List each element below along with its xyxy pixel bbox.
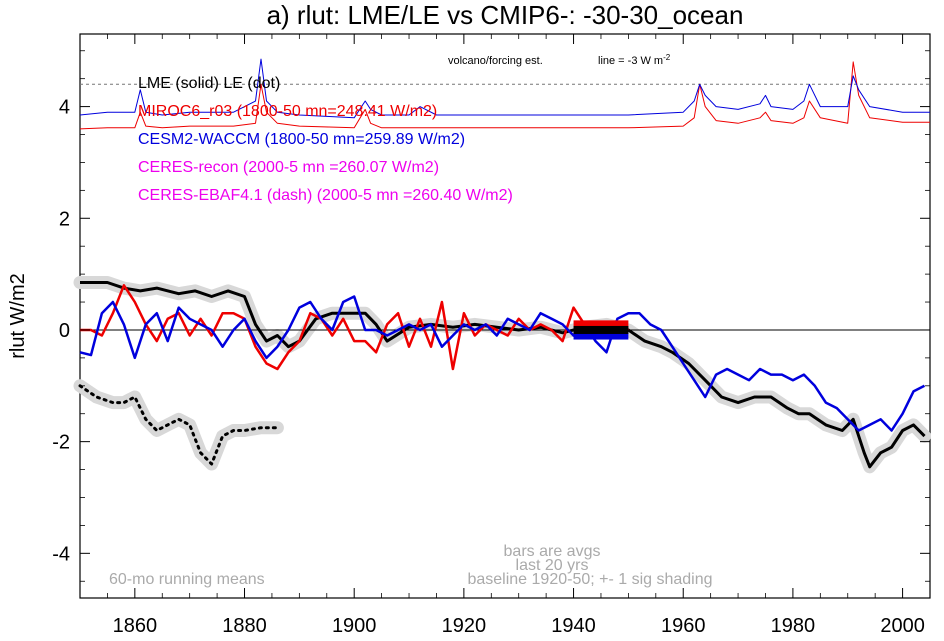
x-tick-label: 1880	[222, 615, 267, 637]
legend-ceres-recon: CERES-recon (2000-5 mn =260.07 W/m2)	[138, 159, 439, 176]
y-axis-label: rlut W/m2	[7, 273, 29, 359]
shading-lme	[73, 276, 931, 474]
line-equation-label: line = -3 W m-2	[598, 53, 671, 67]
baseline-note: baseline 1920-50; +- 1 sig shading	[467, 571, 712, 588]
series-line-cesm_top	[79, 58, 930, 119]
legend-cesm2: CESM2-WACCM (1800-50 mn=259.89 W/m2)	[138, 131, 465, 148]
legend-lme-le: LME (solid) LE (dot)	[138, 75, 280, 92]
x-tick-label: 1920	[442, 615, 487, 637]
plot-frame	[79, 33, 931, 599]
x-tick-label: 1940	[551, 615, 596, 637]
x-tick-label: 2000	[880, 615, 925, 637]
running-mean-note: 60-mo running means	[109, 571, 265, 588]
line-equation-text: line = -3 W m	[598, 55, 663, 67]
x-tick-label: 1960	[661, 615, 706, 637]
y-tick-label: -2	[52, 432, 70, 454]
y-tick-label: 0	[59, 320, 70, 342]
x-tick-label: 1860	[113, 615, 158, 637]
y-tick-label: -4	[52, 543, 70, 565]
avg-bar	[573, 320, 629, 329]
legend-ceres-ebaf: CERES-EBAF4.1 (dash) (2000-5 mn =260.40 …	[138, 187, 513, 204]
avg-bar	[573, 325, 629, 334]
series-line-miroc_top	[79, 61, 930, 130]
y-tick-label: 2	[59, 208, 70, 230]
avg-bar	[573, 331, 629, 340]
legend-miroc6: MIROC6_r03 (1800-50 mn=248.41 W/m2)	[138, 103, 437, 120]
x-tick-label: 1980	[771, 615, 816, 637]
series-line-lme	[80, 281, 926, 469]
y-tick-label: 4	[59, 97, 70, 119]
series-line-miroc_low	[80, 284, 629, 371]
bars-note-line1: bars are avgs	[504, 543, 601, 560]
line-equation-superscript: -2	[663, 53, 671, 62]
series-line-le	[78, 384, 279, 466]
x-tick-label: 1900	[332, 615, 377, 637]
chart-title: a) rlut: LME/LE vs CMIP6-: -30-30_ocean	[267, 0, 744, 30]
series-line-cesm_low	[79, 295, 926, 432]
volcano-label: volcano/forcing est.	[448, 55, 543, 67]
bars-note-line2: last 20 yrs	[516, 557, 589, 574]
shading-le	[73, 379, 284, 471]
